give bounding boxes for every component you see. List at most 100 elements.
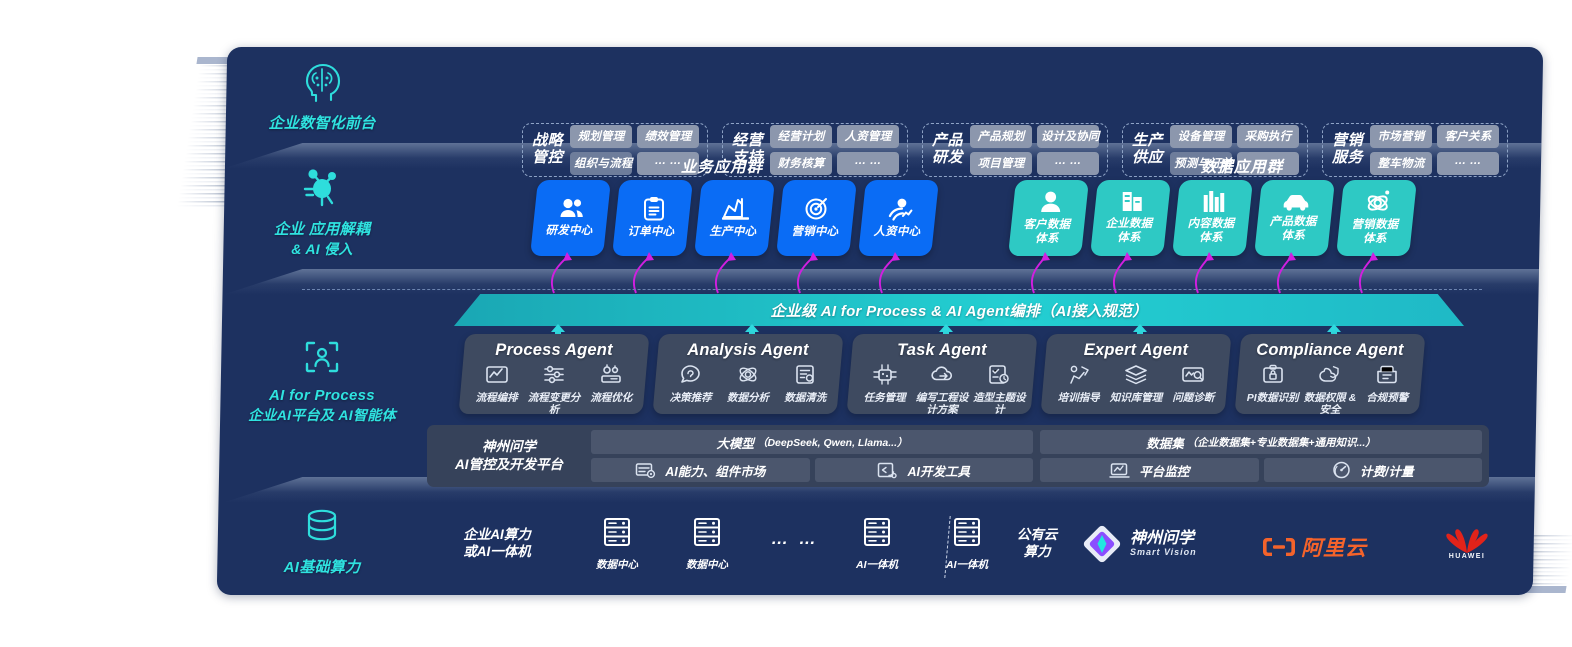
app-card-customer-data[interactable]: 客户数据 体系 bbox=[1008, 180, 1089, 256]
group-cell[interactable]: 设备管理 bbox=[1170, 125, 1233, 148]
dev-tool-icon bbox=[878, 462, 898, 478]
infra-ellipsis: … … bbox=[750, 529, 840, 549]
group-cell[interactable]: 产品规划 bbox=[970, 125, 1033, 148]
model-bar[interactable]: 大模型 （DeepSeek, Qwen, Llama...） bbox=[591, 430, 1033, 454]
app-card-order-center[interactable]: 订单中心 bbox=[612, 180, 693, 256]
app-card-label: 营销中心 bbox=[791, 226, 839, 239]
orchestration-dash-divider bbox=[302, 289, 1482, 290]
agent-title: Analysis Agent bbox=[687, 341, 809, 359]
infra-data-center-1[interactable]: 数据中心 bbox=[572, 516, 662, 572]
app-card-hr-center[interactable]: 人资中心 bbox=[858, 180, 939, 256]
app-card-content-data[interactable]: 内容数据 体系 bbox=[1172, 180, 1253, 256]
platform-right-column: 数据集 （企业数据集+专业数据集+通用知识...） 平台监控 bbox=[1040, 430, 1482, 482]
group-cell[interactable]: 项目管理 bbox=[970, 152, 1033, 175]
orchestration-band[interactable]: 企业级 AI for Process & AI Agent编排（AI接入规范） bbox=[454, 294, 1464, 326]
doc-filter-icon bbox=[796, 365, 815, 384]
group-cell[interactable]: 规划管理 bbox=[570, 125, 633, 148]
building-icon bbox=[1122, 192, 1142, 212]
platform-button-billing[interactable]: 计费/计量 bbox=[1263, 458, 1482, 482]
market-gear-icon bbox=[635, 462, 656, 478]
agent-capability[interactable]: 编写工程设计方案 bbox=[914, 364, 971, 417]
platform-button-label: 计费/计量 bbox=[1360, 464, 1414, 479]
agent-card-process[interactable]: Process Agent 流程编排 bbox=[458, 334, 650, 417]
partner-smart-vision[interactable]: 神州问学 Smart Vision bbox=[1082, 524, 1282, 564]
partner-huawei[interactable]: HUAWEI bbox=[1402, 520, 1532, 563]
server-icon bbox=[864, 518, 890, 546]
capability-label: 流程变更分析 bbox=[527, 392, 581, 416]
infra-public-cloud[interactable]: 公有云 算力 bbox=[982, 526, 1092, 561]
users-icon bbox=[559, 199, 583, 218]
app-card-marketing-center[interactable]: 营销中心 bbox=[776, 180, 857, 256]
agent-card-analysis[interactable]: Analysis Agent 决策推荐 bbox=[652, 334, 844, 414]
agent-capability[interactable]: 数据分析 bbox=[720, 364, 777, 405]
group-cell[interactable]: 客户关系 bbox=[1437, 125, 1500, 148]
agent-capability[interactable]: 流程优化 bbox=[583, 364, 640, 405]
group-cell[interactable]: 采购执行 bbox=[1237, 125, 1300, 148]
agent-capability[interactable]: 决策推荐 bbox=[662, 364, 719, 405]
app-card-label: 客户数据 体系 bbox=[1023, 218, 1071, 245]
atom-icon bbox=[1367, 190, 1390, 212]
factory-icon bbox=[721, 197, 749, 220]
infra-label: AI一体机 bbox=[946, 559, 988, 571]
ai-platform-strip[interactable]: 神州问学 AI管控及开发平台 大模型 （DeepSeek, Qwen, Llam… bbox=[427, 425, 1489, 487]
agent-card-task[interactable]: Task Agent 任务管理 bbox=[846, 334, 1038, 417]
agent-capability[interactable]: 流程编排 bbox=[468, 364, 525, 405]
rail-label: 企业数智化前台 bbox=[268, 115, 376, 132]
alicloud-logo: 阿里云 bbox=[1262, 532, 1452, 562]
capability-label: 决策推荐 bbox=[669, 392, 712, 404]
monitor-icon bbox=[1109, 462, 1130, 478]
dataset-bar[interactable]: 数据集 （企业数据集+专业数据集+通用知识...） bbox=[1040, 430, 1482, 454]
agent-card-expert[interactable]: Expert Agent 培训指导 知识库管 bbox=[1040, 334, 1232, 414]
partner-alicloud[interactable]: 阿里云 bbox=[1262, 532, 1452, 562]
infra-ai-appliance-1[interactable]: AI一体机 bbox=[832, 516, 922, 572]
partner-subtitle: Smart Vision bbox=[1130, 547, 1197, 558]
app-card-label: 订单中心 bbox=[627, 226, 675, 239]
group-cell[interactable]: 绩效管理 bbox=[637, 125, 700, 148]
agent-capability[interactable]: 知识库管理 bbox=[1108, 364, 1165, 405]
infra-enterprise-compute[interactable]: 企业AI算力 或AI一体机 bbox=[432, 526, 562, 561]
agent-card-compliance[interactable]: Compliance Agent PI数据识别 bbox=[1234, 334, 1426, 417]
group-cell[interactable]: 经营计划 bbox=[770, 125, 833, 148]
checklist-clock-icon bbox=[989, 365, 1010, 384]
app-card-product-data[interactable]: 产品数据 体系 bbox=[1254, 180, 1335, 256]
agent-capability[interactable]: 流程变更分析 bbox=[526, 364, 583, 417]
platform-button-ai-market[interactable]: AI能力、组件市场 bbox=[591, 458, 810, 482]
target-icon bbox=[805, 198, 827, 220]
shelf-divider-2 bbox=[222, 269, 1543, 295]
agent-capability[interactable]: 培训指导 bbox=[1050, 364, 1107, 405]
platform-button-monitoring[interactable]: 平台监控 bbox=[1040, 458, 1259, 482]
agent-capability[interactable]: 问题诊断 bbox=[1165, 364, 1222, 405]
partner-name: 神州问学 bbox=[1130, 529, 1195, 547]
app-card-label: 研发中心 bbox=[545, 225, 593, 238]
app-card-production-center[interactable]: 生产中心 bbox=[694, 180, 775, 256]
agent-capability[interactable]: 数据清洗 bbox=[777, 364, 834, 405]
infra-data-center-2[interactable]: 数据中心 bbox=[662, 516, 752, 572]
agent-capability[interactable]: 任务管理 bbox=[856, 364, 913, 405]
capability-label: 流程优化 bbox=[590, 392, 633, 404]
agent-capability[interactable]: PI数据识别 bbox=[1244, 364, 1301, 405]
platform-button-dev-tools[interactable]: AI开发工具 bbox=[814, 458, 1033, 482]
app-card-marketing-data[interactable]: 营销数据 体系 bbox=[1336, 180, 1417, 256]
group-cell[interactable]: 市场营销 bbox=[1370, 125, 1433, 148]
agent-capability[interactable]: 造型主题设计 bbox=[971, 364, 1028, 417]
diagnose-icon bbox=[1182, 367, 1205, 382]
speech-bulb-icon bbox=[680, 365, 700, 383]
app-card-rnd-center[interactable]: 研发中心 bbox=[530, 180, 611, 256]
app-card-label: 内容数据 体系 bbox=[1187, 218, 1235, 244]
platform-brand-label: 神州问学 AI管控及开发平台 bbox=[455, 439, 563, 472]
group-cell[interactable]: 设计及协同 bbox=[1037, 125, 1100, 148]
infra-ai-appliance-2[interactable]: AI一体机 bbox=[922, 516, 1012, 572]
capability-label: 数据权限 & 安全 bbox=[1303, 392, 1357, 416]
model-bar-detail: （DeepSeek, Qwen, Llama...） bbox=[756, 436, 908, 449]
dataset-bar-title: 数据集 bbox=[1146, 436, 1184, 451]
platform-right-buttons: 平台监控 计费/计量 bbox=[1040, 458, 1482, 482]
agent-capability[interactable]: 合规预警 bbox=[1359, 364, 1416, 405]
group-cell[interactable]: 人资管理 bbox=[837, 125, 900, 148]
gauge-icon bbox=[1333, 461, 1350, 479]
app-card-label: 人资中心 bbox=[873, 225, 921, 238]
agent-capability[interactable]: 数据权限 & 安全 bbox=[1302, 364, 1359, 417]
agent-title: Compliance Agent bbox=[1256, 341, 1404, 359]
gears-stack-icon bbox=[601, 364, 622, 383]
architecture-board: 企业数智化前台 战略 管控 规划管理 绩效管理 组织与流程 … … 经营 支持 … bbox=[216, 47, 1544, 595]
app-card-enterprise-data[interactable]: 企业数据 体系 bbox=[1090, 180, 1171, 256]
